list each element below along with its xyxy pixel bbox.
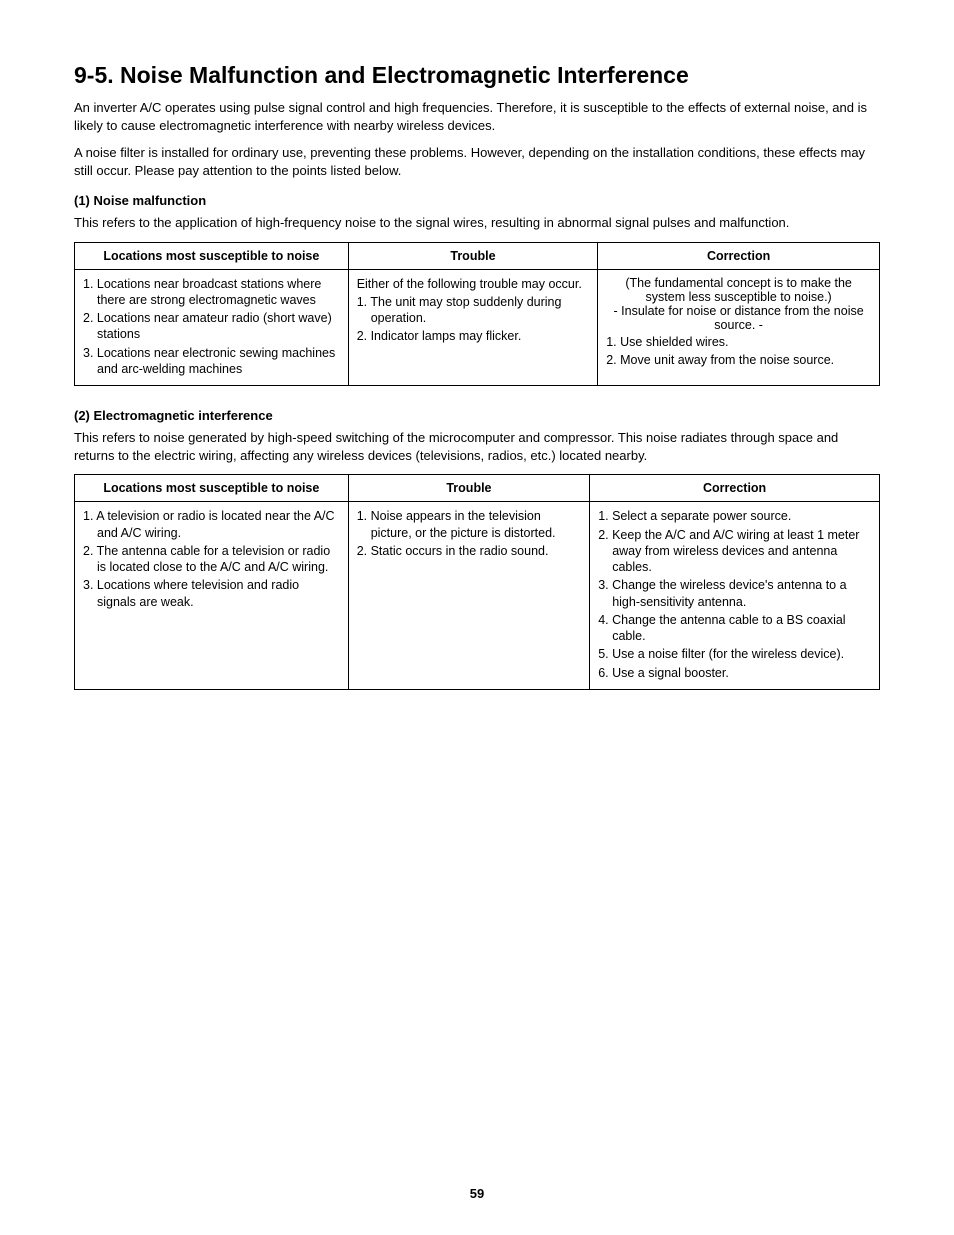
list-item: 1. A television or radio is located near… [83, 508, 340, 543]
list-item: 2. Keep the A/C and A/C wiring at least … [598, 527, 871, 578]
list-item: 1. The unit may stop suddenly during ope… [357, 294, 590, 329]
document-page: 9-5. Noise Malfunction and Electromagnet… [0, 0, 954, 1235]
electromagnetic-interference-table: Locations most susceptible to noise Trou… [74, 474, 880, 690]
cell-correction: (The fundamental concept is to make the … [598, 269, 880, 386]
correction-concept: (The fundamental concept is to make the … [606, 276, 871, 304]
subsection-2-heading: (2) Electromagnetic interference [74, 408, 880, 423]
subsection-1-description: This refers to the application of high-f… [74, 214, 880, 232]
list-item: 2. Static occurs in the radio sound. [357, 543, 582, 561]
list-item: 2. Locations near amateur radio (short w… [83, 310, 340, 345]
table-row: 1. Locations near broadcast stations whe… [75, 269, 880, 386]
correction-approach: - Insulate for noise or distance from th… [606, 304, 871, 332]
section-title: 9-5. Noise Malfunction and Electromagnet… [74, 62, 880, 89]
list-item: 5. Use a noise filter (for the wireless … [598, 646, 871, 664]
cell-trouble: Either of the following trouble may occu… [348, 269, 598, 386]
col-header-correction: Correction [598, 242, 880, 269]
noise-malfunction-table: Locations most susceptible to noise Trou… [74, 242, 880, 387]
list-item: 2. The antenna cable for a television or… [83, 543, 340, 578]
list-item: 3. Change the wireless device's antenna … [598, 577, 871, 612]
table-row: 1. A television or radio is located near… [75, 502, 880, 690]
intro-paragraph-1: An inverter A/C operates using pulse sig… [74, 99, 880, 134]
list-item: 1. Noise appears in the television pictu… [357, 508, 582, 543]
table-header-row: Locations most susceptible to noise Trou… [75, 475, 880, 502]
col-header-trouble: Trouble [348, 242, 598, 269]
table-header-row: Locations most susceptible to noise Trou… [75, 242, 880, 269]
list-item: 2. Indicator lamps may flicker. [357, 328, 590, 346]
page-number: 59 [0, 1186, 954, 1201]
col-header-locations: Locations most susceptible to noise [75, 242, 349, 269]
cell-trouble: 1. Noise appears in the television pictu… [348, 502, 590, 690]
intro-paragraph-2: A noise filter is installed for ordinary… [74, 144, 880, 179]
col-header-trouble: Trouble [348, 475, 590, 502]
list-item: 1. Select a separate power source. [598, 508, 871, 526]
subsection-2-description: This refers to noise generated by high-s… [74, 429, 880, 464]
cell-correction: 1. Select a separate power source. 2. Ke… [590, 502, 880, 690]
list-item: 3. Locations where television and radio … [83, 577, 340, 612]
subsection-1-heading: (1) Noise malfunction [74, 193, 880, 208]
col-header-correction: Correction [590, 475, 880, 502]
col-header-locations: Locations most susceptible to noise [75, 475, 349, 502]
list-item: 2. Move unit away from the noise source. [606, 352, 871, 370]
cell-locations: 1. Locations near broadcast stations whe… [75, 269, 349, 386]
cell-locations: 1. A television or radio is located near… [75, 502, 349, 690]
list-item: Either of the following trouble may occu… [357, 276, 590, 294]
list-item: 1. Use shielded wires. [606, 334, 871, 352]
list-item: 1. Locations near broadcast stations whe… [83, 276, 340, 311]
list-item: 6. Use a signal booster. [598, 665, 871, 683]
list-item: 4. Change the antenna cable to a BS coax… [598, 612, 871, 647]
list-item: 3. Locations near electronic sewing mach… [83, 345, 340, 380]
